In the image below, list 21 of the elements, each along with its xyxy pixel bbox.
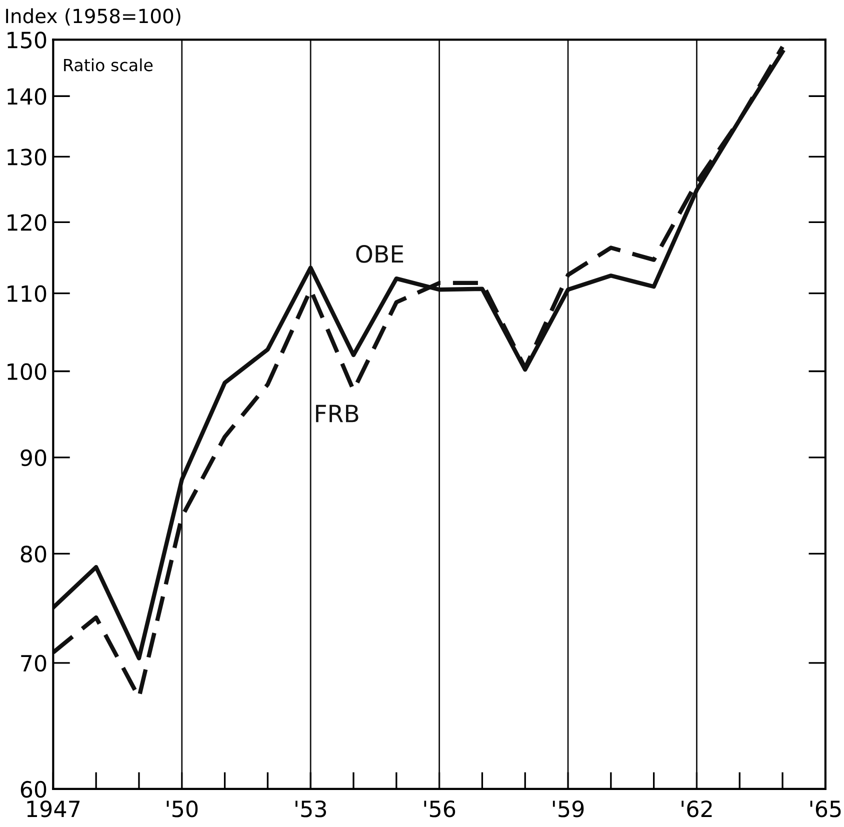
x-tick-label: '53 [296,800,326,818]
y-axis-title: Index (1958=100) [6,8,180,26]
x-tick-label: '50 [166,800,198,818]
x-tick-label: '56 [424,800,456,818]
series-label: FRB [316,404,358,422]
x-tick-label: '59 [552,800,584,818]
x-tick-label: '62 [682,800,712,818]
x-tick-label: '65 [810,800,841,818]
y-tick-label: 120 [8,214,46,231]
y-tick-label: 100 [8,363,46,380]
y-tick-label: 80 [20,546,46,562]
y-tick-label: 90 [20,449,46,466]
x-tick-label: 1947 [27,800,80,818]
y-tick-label: 140 [8,88,46,105]
y-tick-label: 150 [8,32,46,48]
series-label: OBE [356,245,404,263]
y-tick-label: 130 [8,148,46,166]
y-tick-label: 60 [20,780,46,798]
y-tick-label: 70 [21,654,46,672]
y-tick-label: 110 [8,285,46,302]
annotation: Ratio scale [64,58,153,72]
